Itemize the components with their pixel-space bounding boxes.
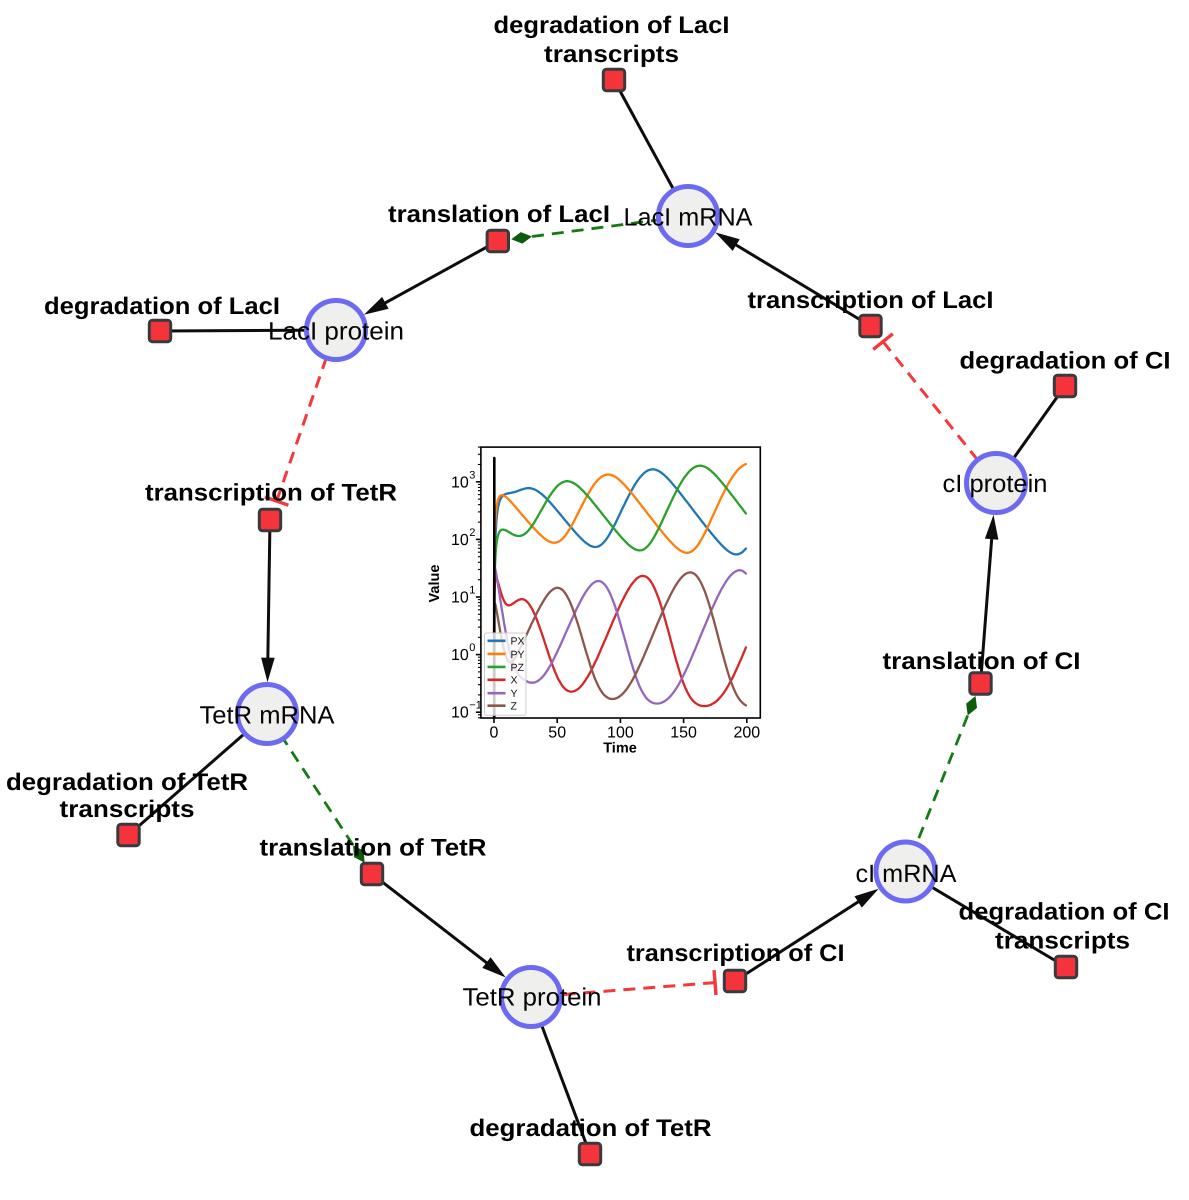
- svg-text:TetR protein: TetR protein: [463, 984, 602, 1012]
- svg-text:50: 50: [548, 725, 566, 742]
- svg-text:PY: PY: [511, 649, 525, 661]
- svg-text:transcripts: transcripts: [60, 796, 195, 823]
- svg-text:degradation of CI: degradation of CI: [960, 348, 1171, 375]
- svg-text:transcription of LacI: transcription of LacI: [748, 287, 994, 314]
- svg-text:1: 1: [469, 585, 475, 597]
- svg-text:PX: PX: [511, 636, 525, 648]
- svg-text:degradation of TetR: degradation of TetR: [6, 769, 248, 796]
- svg-text:−1: −1: [469, 700, 482, 712]
- svg-text:translation of TetR: translation of TetR: [260, 835, 487, 862]
- svg-text:10: 10: [451, 705, 469, 722]
- svg-text:degradation of LacI: degradation of LacI: [44, 293, 280, 320]
- svg-text:TetR mRNA: TetR mRNA: [200, 702, 335, 730]
- svg-text:degradation of TetR: degradation of TetR: [470, 1115, 712, 1142]
- svg-text:150: 150: [670, 725, 697, 742]
- svg-text:cI mRNA: cI mRNA: [856, 860, 957, 888]
- svg-text:degradation of LacI: degradation of LacI: [494, 12, 730, 39]
- svg-text:transcription of TetR: transcription of TetR: [145, 480, 397, 507]
- svg-text:3: 3: [469, 469, 475, 481]
- svg-text:Value: Value: [427, 565, 443, 603]
- svg-text:10: 10: [451, 532, 469, 549]
- svg-text:2: 2: [469, 527, 475, 539]
- svg-text:10: 10: [451, 474, 469, 491]
- svg-text:transcription of CI: transcription of CI: [627, 940, 845, 967]
- svg-text:0: 0: [490, 725, 499, 742]
- svg-text:Z: Z: [511, 701, 518, 713]
- svg-text:translation of CI: translation of CI: [883, 648, 1081, 675]
- svg-text:Time: Time: [603, 741, 637, 757]
- svg-text:LacI protein: LacI protein: [268, 318, 404, 346]
- svg-text:degradation of CI: degradation of CI: [959, 899, 1170, 926]
- svg-text:PZ: PZ: [511, 662, 525, 674]
- svg-text:LacI mRNA: LacI mRNA: [624, 203, 753, 231]
- svg-text:transcripts: transcripts: [544, 41, 679, 68]
- svg-text:cI protein: cI protein: [943, 470, 1048, 498]
- svg-text:100: 100: [607, 725, 634, 742]
- svg-text:200: 200: [733, 725, 760, 742]
- svg-text:Y: Y: [511, 688, 518, 700]
- svg-text:X: X: [511, 675, 518, 687]
- svg-text:10: 10: [451, 590, 469, 607]
- svg-text:0: 0: [469, 642, 475, 654]
- svg-text:10: 10: [451, 647, 469, 664]
- svg-text:translation of LacI: translation of LacI: [388, 201, 610, 228]
- svg-text:transcripts: transcripts: [995, 928, 1130, 955]
